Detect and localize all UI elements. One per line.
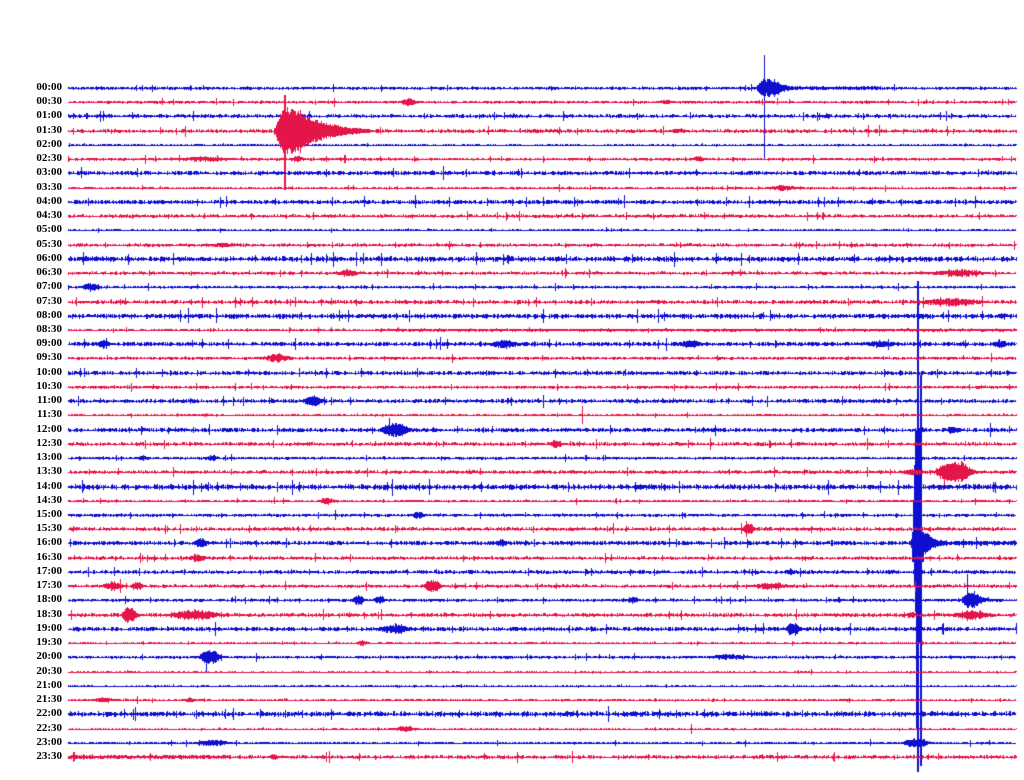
time-label: 14:00 <box>36 480 62 492</box>
time-label: 02:00 <box>36 138 62 150</box>
time-label: 21:30 <box>36 693 62 705</box>
time-label: 16:00 <box>36 536 62 548</box>
time-label: 03:00 <box>36 166 62 178</box>
time-label: 20:00 <box>36 650 62 662</box>
time-label: 07:00 <box>36 280 62 292</box>
time-label: 15:30 <box>36 522 62 534</box>
time-label: 17:00 <box>36 565 62 577</box>
time-label: 18:30 <box>36 608 62 620</box>
time-label: 11:30 <box>36 408 62 420</box>
time-label: 17:30 <box>36 579 62 591</box>
time-label: 14:30 <box>36 494 62 506</box>
time-label: 19:30 <box>36 636 62 648</box>
time-label: 21:00 <box>36 679 62 691</box>
time-label: 04:00 <box>36 195 62 207</box>
time-label: 16:30 <box>36 551 62 563</box>
time-label: 05:30 <box>36 238 62 250</box>
time-label: 06:00 <box>36 252 62 264</box>
time-label: 09:30 <box>36 351 62 363</box>
time-label: 02:30 <box>36 152 62 164</box>
time-label: 10:00 <box>36 366 62 378</box>
time-label: 11:00 <box>36 394 62 406</box>
time-label: 03:30 <box>36 181 62 193</box>
time-label: 05:00 <box>36 223 62 235</box>
time-label: 08:30 <box>36 323 62 335</box>
time-label: 12:00 <box>36 423 62 435</box>
time-label: 13:30 <box>36 465 62 477</box>
time-label: 07:30 <box>36 295 62 307</box>
time-label: 18:00 <box>36 593 62 605</box>
time-label: 01:30 <box>36 124 62 136</box>
time-label: 00:30 <box>36 95 62 107</box>
time-label: 04:30 <box>36 209 62 221</box>
time-label: 01:00 <box>36 109 62 121</box>
time-label: 22:30 <box>36 722 62 734</box>
time-label: 23:00 <box>36 736 62 748</box>
time-label: 23:30 <box>36 750 62 762</box>
time-label: 10:30 <box>36 380 62 392</box>
time-label: 19:00 <box>36 622 62 634</box>
time-label: 15:00 <box>36 508 62 520</box>
time-label: 22:00 <box>36 707 62 719</box>
time-label: 08:00 <box>36 309 62 321</box>
time-label: 20:30 <box>36 665 62 677</box>
time-label: 06:30 <box>36 266 62 278</box>
time-label: 00:00 <box>36 81 62 93</box>
time-label: 12:30 <box>36 437 62 449</box>
time-label: 09:00 <box>36 337 62 349</box>
time-label: 13:00 <box>36 451 62 463</box>
